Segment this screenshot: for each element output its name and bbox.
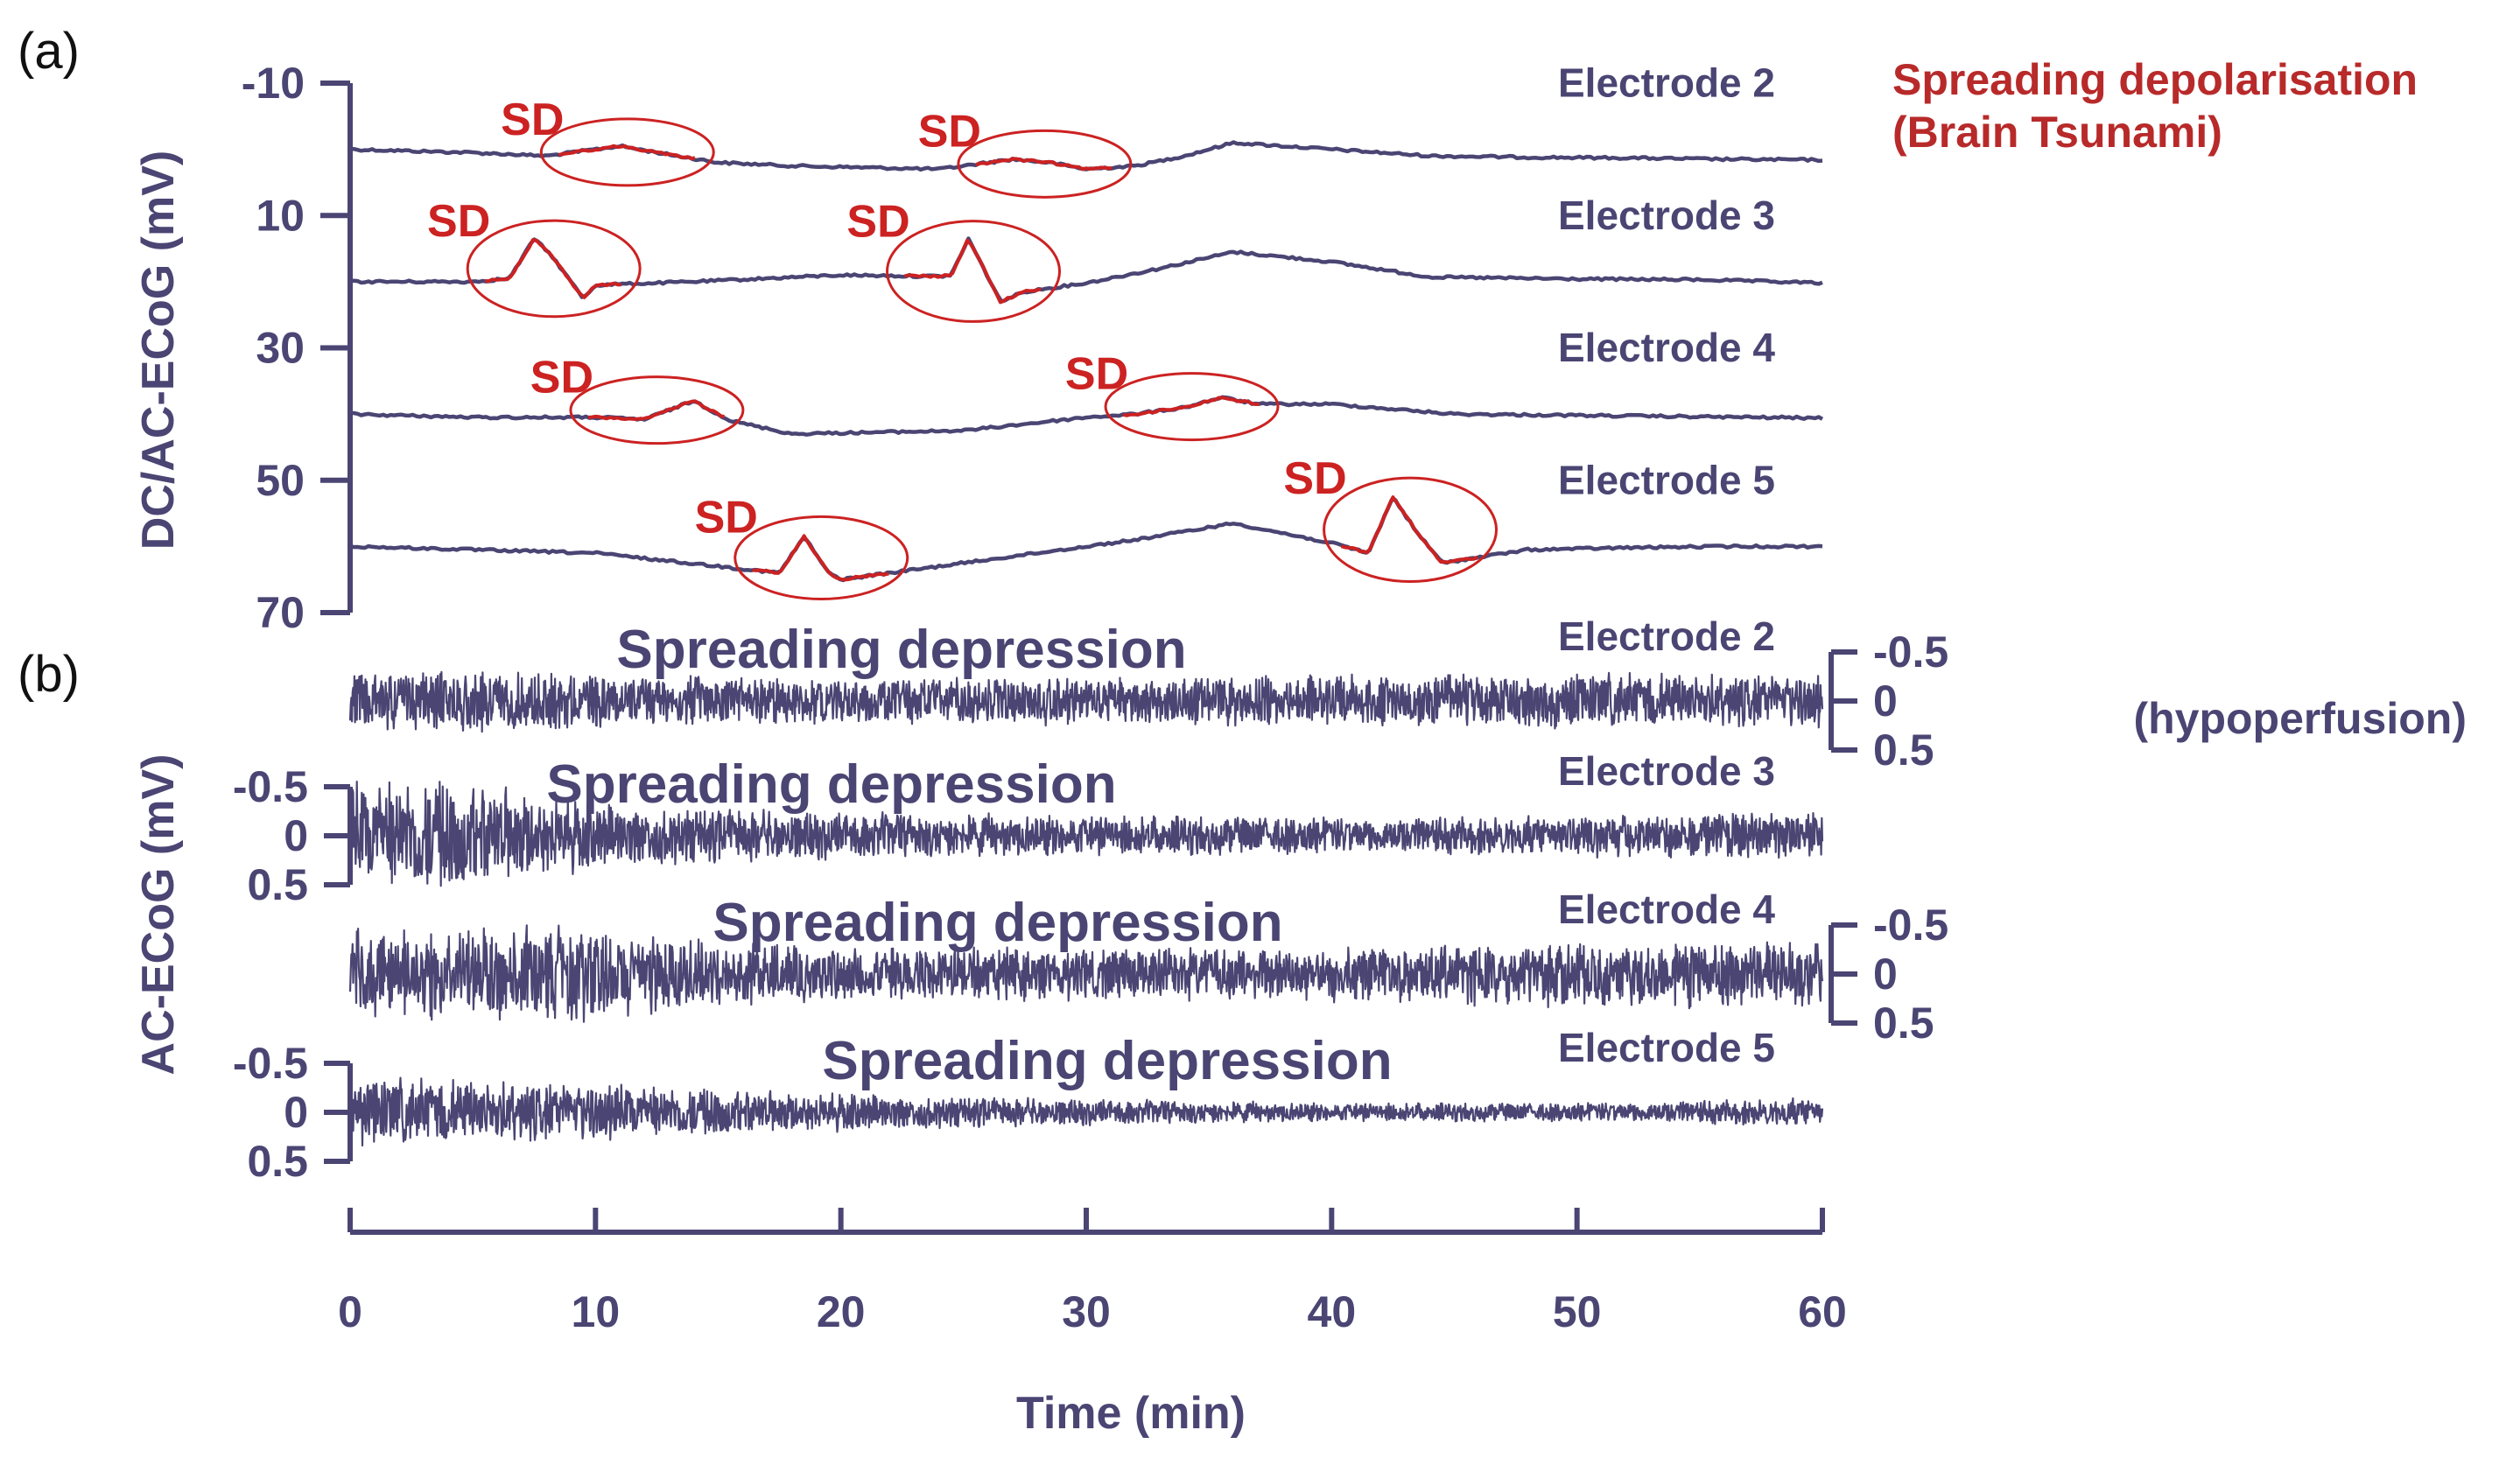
electrode-label-electrode-4: Electrode 4 [1558,325,1775,370]
ac-trace-electrode-4 [348,924,1824,1023]
x-tick-label: 40 [1308,1287,1357,1336]
ac-trace-electrode-2 [348,670,1824,733]
ac-y-tick-label: 0.5 [247,1137,308,1186]
brain-tsunami-label: (Brain Tsunami) [1892,108,2222,157]
spreading-depression-label: Spreading depression [822,1031,1392,1091]
panel-a-y-tick-label: 10 [256,191,305,240]
electrode-label-electrode-3: Electrode 3 [1558,193,1775,238]
electrode-label-electrode-2: Electrode 2 [1558,60,1775,106]
ac-y-tick-label: -0.5 [233,762,308,811]
ac-y-tick-label: 0.5 [1873,725,1934,775]
sd-event-ellipse [539,117,715,187]
ac-y-tick-label: 0 [284,1088,308,1137]
sd-trace-segment [904,238,1042,305]
sd-label: SD [918,106,981,157]
x-tick-label: 10 [572,1287,621,1336]
x-axis-title: Time (min) [1016,1388,1246,1439]
sd-label: SD [846,197,909,248]
trace-electrode-3 [349,236,1823,304]
ac-y-tick-label: -0.5 [1873,901,1948,950]
ac-y-tick-label: -0.5 [233,1039,308,1088]
spreading-depression-label: Spreading depression [616,620,1186,680]
panel-a-chart: -10 10 30 50 70 Electrode 2 Electrode 3 Electro… [242,59,1824,637]
ac-y-tick-label: 0 [1873,676,1898,725]
sd-trace-segment [485,238,621,299]
electrode-label-electrode-5: Electrode 5 [1558,457,1775,502]
sd-trace-segment [1122,396,1260,417]
ac-electrode-label-electrode-2: Electrode 2 [1558,613,1775,659]
spreading-depression-label: Spreading depression [546,754,1116,815]
panel-a-y-tick-label: -10 [242,59,305,108]
sd-label: SD [427,196,490,247]
sd-event-ellipse [1323,476,1499,584]
sd-event-ellipse [957,129,1133,199]
ac-electrode-label-electrode-4: Electrode 4 [1558,887,1775,932]
spreading-depression-label: Spreading depression [712,893,1282,953]
sd-trace-segment [587,399,725,421]
x-tick-label: 30 [1062,1287,1111,1336]
panel-a-y-tick-label: 70 [256,588,305,637]
sd-trace-segment [752,534,889,582]
hypoperfusion-label: (hypoperfusion) [2133,694,2467,743]
panel-b-label: (b) [18,646,80,703]
x-tick-label: 60 [1798,1287,1847,1336]
sd-trace-segment [975,157,1113,172]
ac-y-tick-label: -0.5 [1873,627,1948,676]
x-tick-label: 0 [338,1287,362,1336]
sd-label: SD [530,353,593,403]
x-tick-label: 20 [817,1287,866,1336]
sd-trace-segment [1340,495,1479,564]
panel-a-y-tick-label: 50 [256,456,305,505]
sd-label: SD [695,492,758,543]
ac-trace-electrode-5 [348,1076,1824,1147]
trace-electrode-2 [349,140,1823,172]
ac-y-tick-label: 0 [284,811,308,860]
ac-electrode-label-electrode-3: Electrode 3 [1558,748,1775,794]
sd-event-ellipse [886,220,1062,323]
trace-electrode-5 [349,497,1823,583]
ac-y-tick-label: 0.5 [247,860,308,909]
panel-b-y-axis-title: AC-ECoG (mV) [133,754,184,1076]
sd-event-ellipse [569,375,745,445]
spreading-depolarisation-label: Spreading depolarisation [1892,55,2418,104]
sd-event-ellipse [734,515,909,600]
x-tick-label: 50 [1553,1287,1602,1336]
sd-event-ellipse [466,219,642,319]
panel-a-label: (a) [18,23,80,80]
sd-event-ellipse [1104,372,1280,442]
ac-y-tick-label: 0.5 [1873,999,1934,1048]
ac-electrode-label-electrode-5: Electrode 5 [1558,1025,1775,1070]
sd-label: SD [1065,349,1128,400]
panel-a-y-tick-label: 30 [256,324,305,373]
sd-trace-segment [558,144,696,161]
ac-trace-electrode-3 [348,781,1824,887]
sd-label: SD [501,95,564,145]
panel-a-y-axis-title: DC/AC-ECoG (mV) [133,151,184,550]
sd-label: SD [1283,453,1346,504]
ac-y-tick-label: 0 [1873,950,1898,999]
